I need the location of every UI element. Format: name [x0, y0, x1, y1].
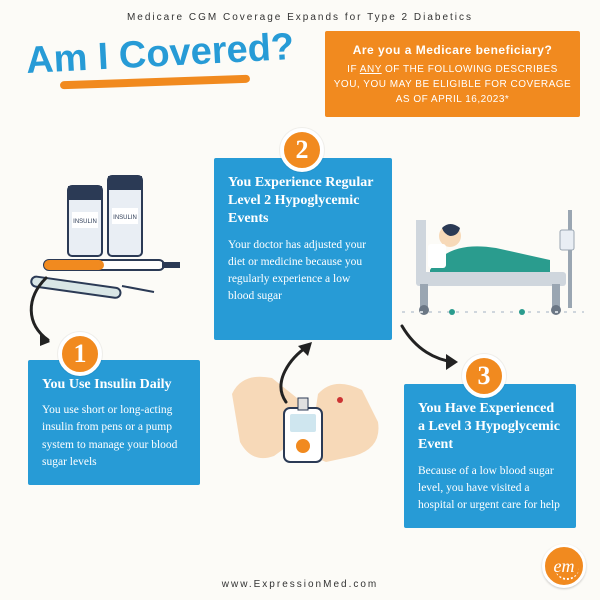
arrow-3: [396, 316, 466, 376]
criteria-card-1: You Use Insulin Daily You use short or l…: [28, 360, 200, 485]
arrow-1: [18, 274, 78, 354]
card-3-body: Because of a low blood sugar level, you …: [418, 463, 562, 515]
svg-text:INSULIN: INSULIN: [73, 219, 97, 225]
header-subtitle: Medicare CGM Coverage Expands for Type 2…: [0, 0, 600, 27]
card-1-body: You use short or long-acting insulin fro…: [42, 402, 186, 471]
card-1-title: You Use Insulin Daily: [42, 376, 186, 394]
svg-text:INSULIN: INSULIN: [113, 215, 137, 221]
card-2-title: You Experience Regular Level 2 Hypoglyce…: [228, 174, 378, 229]
callout-question: Are you a Medicare beneficiary?: [333, 41, 572, 59]
arrow-2: [268, 340, 328, 410]
step-badge-3: 3: [462, 354, 506, 398]
brand-logo-icon: em: [542, 544, 586, 588]
eligibility-callout: Are you a Medicare beneficiary? IF ANY O…: [325, 31, 580, 117]
criteria-card-2: You Experience Regular Level 2 Hypoglyce…: [214, 158, 392, 340]
footer-url: www.ExpressionMed.com: [0, 579, 600, 590]
page-title: Am I Covered?: [25, 26, 295, 83]
title-block: Am I Covered?: [20, 27, 315, 86]
card-2-body: Your doctor has adjusted your diet or me…: [228, 237, 378, 306]
step-badge-2: 2: [280, 128, 324, 172]
top-row: Am I Covered? Are you a Medicare benefic…: [0, 27, 600, 117]
hospital-bed-icon: [402, 180, 584, 330]
criteria-card-3: You Have Experienced a Level 3 Hypoglyce…: [404, 384, 576, 528]
card-3-title: You Have Experienced a Level 3 Hypoglyce…: [418, 400, 562, 455]
callout-body: IF ANY OF THE FOLLOWING DESCRIBES YOU, Y…: [334, 64, 571, 105]
